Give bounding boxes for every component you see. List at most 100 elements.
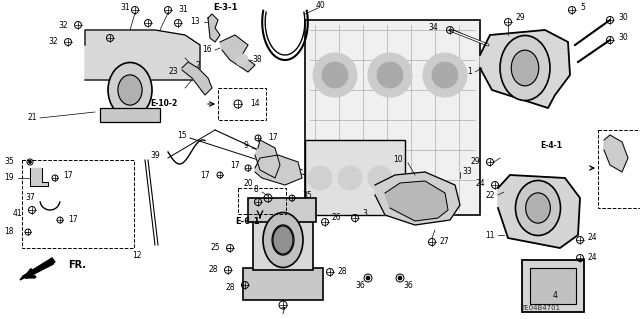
Circle shape <box>432 62 458 88</box>
Text: 31: 31 <box>120 3 130 11</box>
Polygon shape <box>385 181 448 221</box>
Text: 14: 14 <box>250 100 260 108</box>
Text: 10: 10 <box>393 155 403 165</box>
Text: 34: 34 <box>428 24 438 33</box>
Text: 1: 1 <box>467 68 472 77</box>
Text: 11: 11 <box>486 231 495 240</box>
Text: 25: 25 <box>211 243 220 253</box>
Text: 21: 21 <box>28 114 36 122</box>
Text: 19: 19 <box>4 174 14 182</box>
Polygon shape <box>85 30 200 80</box>
Text: 29: 29 <box>516 13 525 23</box>
Text: 33: 33 <box>462 167 472 176</box>
Circle shape <box>423 53 467 97</box>
Polygon shape <box>208 14 220 42</box>
Bar <box>305 20 480 215</box>
Bar <box>522 260 584 312</box>
Text: 32: 32 <box>58 20 68 29</box>
Ellipse shape <box>525 193 550 223</box>
Text: 22: 22 <box>486 190 495 199</box>
Text: 8: 8 <box>253 186 258 195</box>
Bar <box>530 268 576 304</box>
Ellipse shape <box>263 212 303 268</box>
Text: 20: 20 <box>243 180 253 189</box>
Text: 35: 35 <box>4 158 14 167</box>
Polygon shape <box>255 155 302 185</box>
Bar <box>253 220 313 270</box>
Text: 24: 24 <box>588 254 598 263</box>
Text: 24: 24 <box>588 234 598 242</box>
Text: 40: 40 <box>315 2 325 11</box>
Circle shape <box>368 166 392 190</box>
Ellipse shape <box>118 75 142 105</box>
Circle shape <box>236 54 248 66</box>
Text: 27: 27 <box>440 238 450 247</box>
Text: 30: 30 <box>618 13 628 23</box>
Text: FR.: FR. <box>68 260 86 270</box>
Text: 36: 36 <box>355 280 365 290</box>
Polygon shape <box>30 168 48 186</box>
Polygon shape <box>498 175 580 248</box>
Polygon shape <box>220 35 255 72</box>
Text: 28: 28 <box>225 284 235 293</box>
Text: 24: 24 <box>476 179 485 188</box>
Bar <box>305 140 405 215</box>
Text: 2: 2 <box>196 61 200 70</box>
Text: 17: 17 <box>63 170 72 180</box>
Bar <box>243 268 323 300</box>
Text: 13: 13 <box>190 18 200 26</box>
Text: 29: 29 <box>470 158 480 167</box>
Circle shape <box>377 62 403 88</box>
Text: 30: 30 <box>618 33 628 42</box>
Bar <box>238 188 286 214</box>
Text: 28: 28 <box>209 265 218 275</box>
Text: 9: 9 <box>243 140 248 150</box>
Bar <box>598 130 640 208</box>
Circle shape <box>338 166 362 190</box>
Polygon shape <box>255 140 280 178</box>
Circle shape <box>29 160 31 164</box>
Text: 16: 16 <box>202 46 212 55</box>
Text: 37: 37 <box>25 194 35 203</box>
Polygon shape <box>604 135 628 172</box>
Circle shape <box>313 53 357 97</box>
Circle shape <box>398 276 402 280</box>
Ellipse shape <box>273 226 293 254</box>
Bar <box>218 88 266 120</box>
Text: 18: 18 <box>4 227 14 236</box>
Text: E-4-1: E-4-1 <box>540 140 562 150</box>
Circle shape <box>322 62 348 88</box>
Ellipse shape <box>515 181 561 235</box>
Text: 26: 26 <box>332 213 342 222</box>
Text: 7: 7 <box>280 308 285 316</box>
Text: TE04B4701: TE04B4701 <box>520 305 560 311</box>
Text: 15: 15 <box>177 130 187 139</box>
Text: 38: 38 <box>252 56 262 64</box>
Polygon shape <box>375 172 460 225</box>
Polygon shape <box>480 30 570 108</box>
Text: 17: 17 <box>268 133 278 143</box>
Text: 3: 3 <box>362 210 367 219</box>
Bar <box>248 198 316 222</box>
Circle shape <box>366 276 370 280</box>
Text: 36: 36 <box>403 280 413 290</box>
Text: 28: 28 <box>338 268 348 277</box>
Text: 17: 17 <box>230 160 240 169</box>
Text: 39: 39 <box>150 151 160 160</box>
Bar <box>22 160 134 248</box>
Bar <box>100 108 160 122</box>
Text: 32: 32 <box>49 38 58 47</box>
Ellipse shape <box>511 50 539 86</box>
Circle shape <box>308 166 332 190</box>
Text: 4: 4 <box>552 291 557 300</box>
Text: 35: 35 <box>302 191 312 201</box>
Ellipse shape <box>500 35 550 100</box>
Text: 12: 12 <box>132 250 142 259</box>
Text: 17: 17 <box>200 170 210 180</box>
Circle shape <box>368 53 412 97</box>
Text: 5: 5 <box>580 4 585 12</box>
Text: E-10-2: E-10-2 <box>150 100 177 108</box>
Text: 17: 17 <box>68 216 77 225</box>
Text: E-3-1: E-3-1 <box>213 4 237 12</box>
Polygon shape <box>182 62 212 95</box>
